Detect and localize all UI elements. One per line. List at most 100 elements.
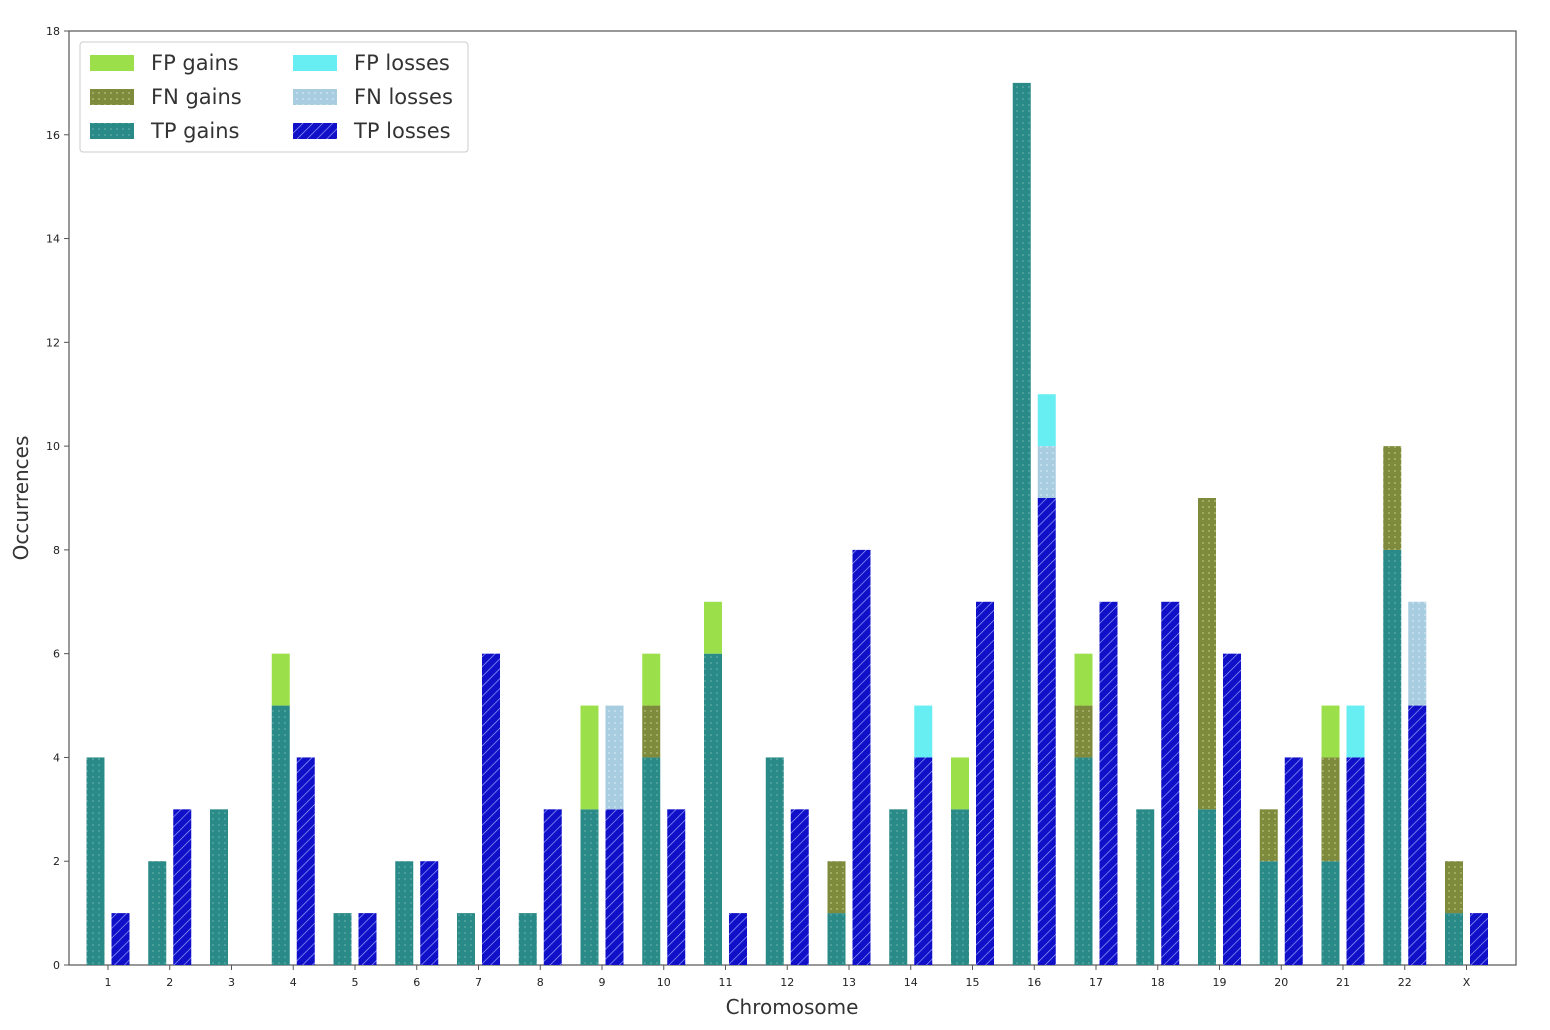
x-tick-label: 6	[413, 976, 420, 989]
bar-fp-losses-chr-21	[1346, 705, 1365, 758]
bar-fn-gains-chr-x	[1445, 861, 1463, 914]
x-tick-label: 8	[537, 976, 544, 989]
y-axis: 0 2 4 6 8 10 12 14 16 18	[46, 25, 69, 972]
bar-tp-gains-chr-10	[642, 757, 661, 965]
x-axis: 1 2 3 4 5 6 7 8 9 10 11 12 13 14 15 16 17 18 19 20 21 22 X	[105, 965, 1471, 989]
bar-tp-gains-chr-20	[1259, 861, 1278, 965]
bar-tp-gains-chr-13	[827, 913, 846, 965]
legend-swatch-fn-losses	[293, 89, 337, 105]
bar-fp-losses-chr-16	[1037, 394, 1056, 447]
bar-tp-gains-chr-1	[86, 757, 105, 965]
bar-tp-losses-chr-16	[1037, 498, 1056, 965]
x-tick-label: 1	[105, 976, 112, 989]
x-tick-label: 12	[780, 976, 794, 989]
bar-fn-losses-chr-16	[1037, 446, 1056, 498]
bar-tp-losses-chr-13	[852, 549, 871, 965]
bar-tp-gains-chr-18	[1136, 809, 1155, 965]
y-tick-label: 2	[53, 855, 60, 868]
bar-tp-gains-chr-9	[580, 809, 599, 965]
y-tick-label: 6	[53, 648, 60, 661]
bar-fn-gains-chr-21	[1321, 757, 1340, 862]
x-tick-label: 9	[599, 976, 606, 989]
x-tick-label: 4	[290, 976, 297, 989]
bar-tp-losses-chr-18	[1161, 601, 1180, 965]
bar-tp-losses-chr-14	[914, 757, 933, 965]
bar-fp-gains-chr-11	[704, 601, 722, 654]
bar-fn-gains-chr-22	[1383, 446, 1402, 550]
x-tick-label: 17	[1089, 976, 1103, 989]
x-tick-label: 20	[1274, 976, 1288, 989]
legend-label-fp-gains: FP gains	[151, 51, 239, 75]
bar-tp-gains-chr-3	[210, 809, 228, 965]
bar-tp-losses-chr-5	[358, 913, 377, 965]
bar-fn-losses-chr-22	[1408, 601, 1427, 706]
bar-fn-losses-chr-9	[605, 705, 624, 810]
legend-swatch-fn-gains	[90, 89, 134, 105]
bar-tp-losses-chr-15	[976, 601, 994, 965]
bar-fp-gains-chr-10	[642, 653, 661, 706]
bar-fn-gains-chr-13	[827, 861, 846, 914]
y-tick-label: 16	[46, 129, 60, 142]
bar-fn-gains-chr-19	[1198, 498, 1216, 810]
y-tick-label: 4	[53, 751, 60, 764]
x-tick-label: 15	[966, 976, 980, 989]
bar-tp-gains-chr-15	[951, 809, 969, 965]
legend-label-tp-losses: TP losses	[353, 119, 451, 143]
y-tick-label: 0	[53, 959, 60, 972]
bar-fp-gains-chr-9	[580, 705, 599, 810]
bar-fp-gains-chr-15	[951, 757, 969, 810]
bar-tp-gains-chr-5	[333, 913, 352, 965]
x-tick-label: 21	[1336, 976, 1350, 989]
legend-swatch-tp-losses	[293, 123, 337, 139]
legend-label-fp-losses: FP losses	[354, 51, 450, 75]
bar-tp-losses-chr-2	[173, 809, 192, 965]
bar-tp-losses-chr-20	[1284, 757, 1303, 965]
y-tick-label: 18	[46, 25, 60, 38]
bar-tp-gains-chr-4	[271, 705, 290, 965]
x-axis-title: Chromosome	[726, 995, 859, 1019]
x-tick-label: 7	[475, 976, 482, 989]
legend-swatch-tp-gains	[90, 123, 134, 139]
bar-fn-gains-chr-17	[1074, 705, 1093, 758]
bar-tp-losses-chr-22	[1408, 705, 1427, 965]
bars-layer	[86, 82, 1488, 965]
bar-tp-gains-chr-7	[457, 913, 475, 965]
x-tick-label: 2	[166, 976, 173, 989]
bar-tp-losses-chr-6	[420, 861, 439, 965]
bar-fp-gains-chr-21	[1321, 705, 1340, 758]
bar-tp-losses-chr-17	[1099, 601, 1118, 965]
bar-tp-losses-chr-12	[790, 809, 809, 965]
legend-label-fn-gains: FN gains	[151, 85, 242, 109]
x-tick-label: 13	[842, 976, 856, 989]
bar-tp-gains-chr-2	[148, 861, 167, 965]
y-tick-label: 14	[46, 233, 60, 246]
legend-label-tp-gains: TP gains	[150, 119, 239, 143]
bar-tp-gains-chr-21	[1321, 861, 1340, 965]
bar-tp-gains-chr-8	[518, 913, 537, 965]
legend-swatch-fp-gains	[90, 55, 134, 71]
bar-tp-gains-chr-6	[395, 861, 414, 965]
legend-label-fn-losses: FN losses	[354, 85, 453, 109]
legend: FP gains FP losses FN gains FN losses TP gai…	[79, 41, 469, 153]
bar-fn-gains-chr-10	[642, 705, 661, 758]
bar-fp-gains-chr-17	[1074, 653, 1093, 706]
bar-tp-losses-chr-9	[605, 809, 624, 965]
x-tick-label: 14	[904, 976, 918, 989]
bar-tp-gains-chr-19	[1198, 809, 1216, 965]
bar-tp-losses-chr-7	[482, 653, 500, 965]
bar-tp-losses-chr-21	[1346, 757, 1365, 965]
x-tick-label: 16	[1027, 976, 1041, 989]
x-tick-label: X	[1463, 976, 1471, 989]
legend-swatch-fp-losses	[293, 55, 337, 71]
bar-tp-losses-chr-x	[1470, 913, 1488, 965]
y-tick-label: 12	[46, 336, 60, 349]
bar-tp-losses-chr-8	[543, 809, 562, 965]
bar-fp-gains-chr-4	[271, 653, 290, 706]
legend-box	[79, 41, 469, 153]
x-tick-label: 10	[657, 976, 671, 989]
y-axis-title: Occurrences	[9, 436, 33, 561]
bar-tp-losses-chr-1	[111, 913, 130, 965]
bar-tp-gains-chr-11	[704, 653, 722, 965]
bar-tp-gains-chr-17	[1074, 757, 1093, 965]
